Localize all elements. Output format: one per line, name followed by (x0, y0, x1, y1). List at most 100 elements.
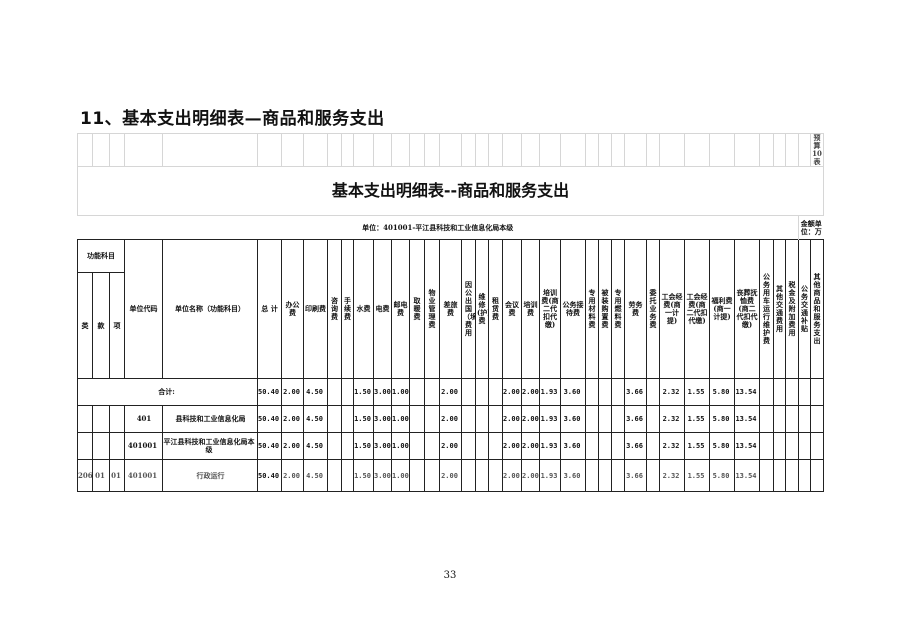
column-header: 公务接待费 (560, 239, 586, 380)
value-cell: 2.32 (659, 459, 685, 493)
value-cell: 1.93 (539, 378, 561, 407)
lei-cell: 206 (77, 459, 93, 493)
xiang-cell (109, 405, 125, 434)
value-cell: 2.00 (521, 459, 540, 493)
value-cell: 2.32 (659, 432, 685, 461)
value-cell: 3.66 (624, 432, 647, 461)
empty-cell (424, 132, 440, 168)
column-header: 税金及附加费用 (785, 239, 799, 380)
empty-cell (585, 132, 599, 168)
value-cell: 2.00 (439, 405, 462, 434)
value-cell (475, 432, 489, 461)
value-cell (475, 405, 489, 434)
value-cell (461, 432, 476, 461)
value-cell (327, 405, 342, 434)
value-cell (773, 378, 786, 407)
empty-cell (646, 132, 660, 168)
empty-cell (391, 132, 410, 168)
form-number: 预算10表 (810, 132, 824, 168)
value-cell (785, 459, 799, 493)
empty-cell (624, 132, 647, 168)
column-header: 物业管理费 (424, 239, 440, 380)
empty-cell (798, 132, 811, 168)
value-cell (611, 459, 625, 493)
value-cell: 1.00 (391, 459, 410, 493)
empty-cell (77, 132, 93, 168)
value-cell: 2.32 (659, 378, 685, 407)
value-cell: 3.60 (560, 432, 586, 461)
value-cell (585, 405, 599, 434)
column-header: 总 计 (257, 239, 282, 380)
value-cell: 1.00 (391, 432, 410, 461)
value-cell: 1.55 (684, 378, 710, 407)
value-cell (598, 378, 612, 407)
header-lei: 类 (77, 272, 93, 380)
value-cell (409, 405, 425, 434)
column-header: 会议费 (502, 239, 522, 380)
value-cell (598, 459, 612, 493)
column-header: 被装购置费 (598, 239, 612, 380)
unit-code-cell: 401001 (124, 459, 163, 493)
goods-services-expenditure-table: 预算10表 基本支出明细表--商品和服务支出 单位：401001-平江县科技和工业信… (77, 132, 824, 493)
column-header: 取暖费 (409, 239, 425, 380)
value-cell (773, 459, 786, 493)
value-cell: 1.50 (353, 459, 374, 493)
empty-cell (560, 132, 586, 168)
table-row-dept[interactable]: 401 县科技和工业信息化局 50.40 2.00 4.50 1.50 3.00 1.00 2.… (77, 405, 824, 434)
value-cell: 50.40 (257, 405, 282, 434)
value-cell (461, 405, 476, 434)
empty-cell (709, 132, 735, 168)
lei-cell (77, 405, 93, 434)
table-row-sum[interactable]: 合计: 50.40 2.00 4.50 1.50 3.00 1.00 2.00 2.00 2.00… (77, 378, 824, 407)
kuan-cell (92, 432, 110, 461)
value-cell: 2.32 (659, 405, 685, 434)
value-cell: 2.00 (521, 378, 540, 407)
empty-cell (734, 132, 760, 168)
value-cell (759, 432, 774, 461)
value-cell: 3.00 (373, 378, 392, 407)
empty-cell (773, 132, 786, 168)
column-header: 印刷费 (303, 239, 328, 380)
empty-cell (162, 132, 258, 168)
value-cell (475, 459, 489, 493)
column-header: 专用材料费 (585, 239, 599, 380)
value-cell (585, 459, 599, 493)
value-cell (759, 459, 774, 493)
value-cell: 5.80 (709, 378, 735, 407)
value-cell (461, 459, 476, 493)
value-cell: 13.54 (734, 432, 760, 461)
value-cell (611, 378, 625, 407)
column-header: 电费 (373, 239, 392, 380)
value-cell: 5.80 (709, 459, 735, 493)
value-cell: 2.00 (281, 405, 304, 434)
value-cell (327, 432, 342, 461)
column-header: 其他商品和服务支出 (810, 239, 824, 380)
column-header: 委托业务费 (646, 239, 660, 380)
value-cell (785, 378, 799, 407)
value-cell: 2.00 (281, 432, 304, 461)
empty-cell (281, 132, 304, 168)
value-cell (646, 378, 660, 407)
value-cell (773, 432, 786, 461)
value-cell: 1.50 (353, 405, 374, 434)
empty-cell (303, 132, 328, 168)
column-header: 培训费 (521, 239, 540, 380)
value-cell (785, 405, 799, 434)
unit-name-cell: 县科技和工业信息化局 (162, 405, 258, 434)
value-cell: 50.40 (257, 459, 282, 493)
xiang-cell (109, 432, 125, 461)
empty-cell (611, 132, 625, 168)
value-cell: 50.40 (257, 378, 282, 407)
unit-label: 单位：401001-平江县科技和工业信息化局本级 (77, 215, 799, 240)
value-cell: 2.00 (502, 378, 522, 407)
unit-code-cell: 401 (124, 405, 163, 434)
table-row-unit[interactable]: 401001 平江县科技和工业信息化局本级 50.40 2.00 4.50 1.50 3.0… (77, 432, 824, 461)
column-header: 租赁费 (488, 239, 503, 380)
value-cell: 1.93 (539, 432, 561, 461)
header-xiang: 项 (109, 272, 125, 380)
column-header: 办公费 (281, 239, 304, 380)
value-cell (810, 405, 824, 434)
table-row-detail[interactable]: 206 01 01 401001 行政运行 50.40 2.00 4.50 1.50 3.00 1.… (77, 459, 824, 493)
value-cell (785, 432, 799, 461)
page-number: 33 (443, 570, 457, 581)
